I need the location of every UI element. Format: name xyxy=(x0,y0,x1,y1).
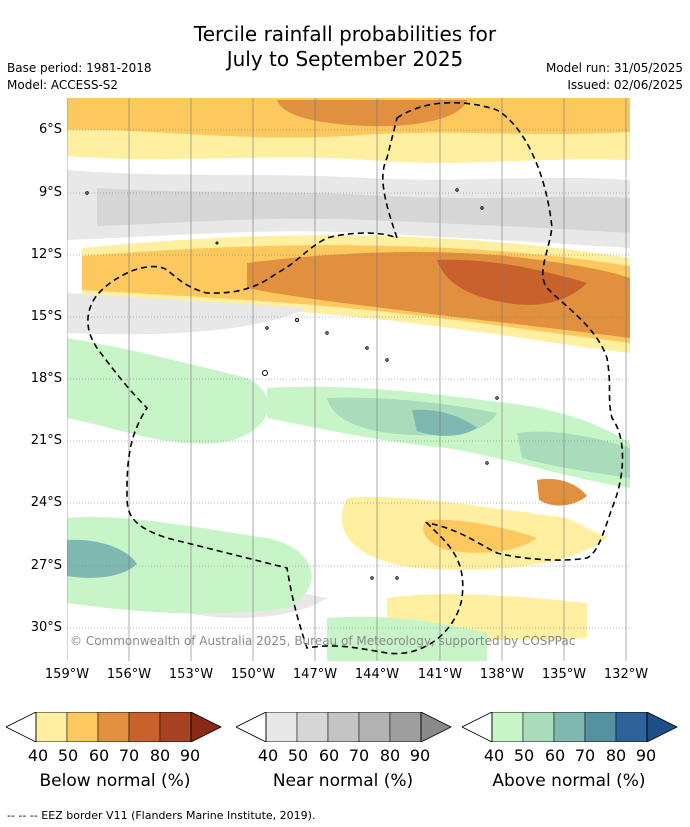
colorbar-below-label: Below normal (%) xyxy=(39,771,191,791)
lon-label: 150°W xyxy=(230,667,276,682)
colorbar-swatch xyxy=(97,711,130,743)
tick-label: 90 xyxy=(635,746,657,765)
lat-label: 21°S xyxy=(30,433,62,448)
colorbar-above-label: Above normal (%) xyxy=(492,771,646,791)
island-markers xyxy=(85,188,499,580)
colorbar-above-normal xyxy=(461,711,678,746)
colorbar-swatch xyxy=(358,711,391,743)
probability-map xyxy=(67,98,630,661)
below-normal-core xyxy=(437,259,587,305)
lat-label: 6°S xyxy=(38,122,62,137)
colorbar-swatch xyxy=(522,711,555,743)
tick-label: 40 xyxy=(27,746,49,765)
lat-label: 12°S xyxy=(30,247,62,262)
lon-label: 135°W xyxy=(541,667,587,682)
colorbar-swatch xyxy=(584,711,617,743)
tick-label: 50 xyxy=(287,746,309,765)
base-period: Base period: 1981-2018 xyxy=(7,61,152,75)
colorbar-swatch xyxy=(553,711,586,743)
above-normal-southwest xyxy=(67,517,312,614)
tick-label: 60 xyxy=(318,746,340,765)
tick-label: 50 xyxy=(57,746,79,765)
model-info: Base period: 1981-2018 Model: ACCESS-S2 xyxy=(7,60,152,94)
above-normal-west xyxy=(67,338,269,444)
lat-gridlines xyxy=(67,129,630,629)
colorbar-swatch xyxy=(128,711,161,743)
lon-label: 156°W xyxy=(106,667,152,682)
tick-label: 60 xyxy=(544,746,566,765)
near-normal-band-center xyxy=(67,293,307,335)
colorbar-near-label: Near normal (%) xyxy=(272,771,414,791)
near-normal-band-north-mid xyxy=(97,188,630,233)
above-normal-east xyxy=(517,431,630,478)
colorbar-below-swatches xyxy=(35,711,192,743)
eez-border-line xyxy=(87,101,624,655)
colorbar-swatch xyxy=(327,711,360,743)
title-line-2: July to September 2025 xyxy=(226,47,464,71)
lat-label: 15°S xyxy=(30,309,62,324)
colorbar-swatch xyxy=(615,711,648,743)
lat-label: 18°S xyxy=(30,371,62,386)
map-svg xyxy=(67,98,630,661)
lat-label: 27°S xyxy=(30,558,62,573)
model-run: Model run: 31/05/2025 xyxy=(545,61,683,75)
above-normal-center-strong xyxy=(412,409,477,436)
lon-gridlines xyxy=(67,98,627,661)
map-title: Tercile rainfall probabilities for July … xyxy=(0,22,690,72)
tick-label: 70 xyxy=(574,746,596,765)
tick-label: 80 xyxy=(149,746,171,765)
copyright-notice: © Commonwealth of Australia 2025, Bureau… xyxy=(70,634,576,648)
colorbar-near-swatches xyxy=(265,711,422,743)
tick-label: 60 xyxy=(88,746,110,765)
colorbar-swatch xyxy=(159,711,192,743)
colorbar-above-swatches xyxy=(491,711,648,743)
issued-date: Issued: 02/06/2025 xyxy=(567,78,683,92)
lon-label: 153°W xyxy=(168,667,214,682)
colorbar-swatch xyxy=(296,711,329,743)
tick-label: 40 xyxy=(257,746,279,765)
tick-label: 70 xyxy=(118,746,140,765)
tick-label: 80 xyxy=(379,746,401,765)
lat-label: 30°S xyxy=(30,620,62,635)
colorbar-swatch xyxy=(265,711,298,743)
colorbar-below-normal xyxy=(5,711,222,746)
tick-label: 70 xyxy=(348,746,370,765)
colorbar-swatch xyxy=(491,711,524,743)
tick-label: 40 xyxy=(483,746,505,765)
tick-label: 50 xyxy=(513,746,535,765)
above-normal-southwest-mid xyxy=(67,539,137,578)
lon-label: 138°W xyxy=(479,667,525,682)
run-info: Model run: 31/05/2025 Issued: 02/06/2025 xyxy=(546,60,683,94)
colorbar-swatch xyxy=(35,711,68,743)
lat-label: 9°S xyxy=(38,185,62,200)
lon-label: 144°W xyxy=(354,667,400,682)
colorbar-near-normal xyxy=(235,711,452,746)
below-normal-southeast xyxy=(537,478,587,506)
lon-label: 132°W xyxy=(603,667,649,682)
lon-label: 141°W xyxy=(417,667,463,682)
colorbar-swatch xyxy=(389,711,422,743)
eez-source-note: -- -- -- EEZ border V11 (Flanders Marine… xyxy=(7,809,316,822)
model-name: Model: ACCESS-S2 xyxy=(7,78,119,92)
lat-label: 24°S xyxy=(30,495,62,510)
lon-label: 159°W xyxy=(44,667,90,682)
tick-label: 80 xyxy=(605,746,627,765)
tick-label: 90 xyxy=(409,746,431,765)
title-line-1: Tercile rainfall probabilities for xyxy=(193,22,497,46)
lon-label: 147°W xyxy=(292,667,338,682)
tick-label: 90 xyxy=(179,746,201,765)
below-normal-south-mid xyxy=(423,519,537,553)
colorbar-swatch xyxy=(66,711,99,743)
